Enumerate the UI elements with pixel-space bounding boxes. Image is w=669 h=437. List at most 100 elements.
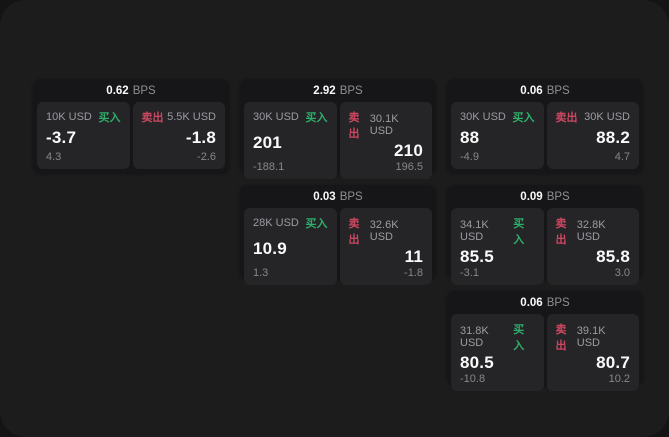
buy-quote-panel[interactable]: 30K USD 买入 88 -4.9 [451,102,544,169]
buy-notional: 30K USD [460,111,506,123]
sell-side-label: 卖出 [555,218,567,246]
sell-quote-panel[interactable]: 卖出 5.5K USD -1.8 -2.6 [132,102,225,169]
buy-notional: 28K USD [253,217,299,229]
buy-price: 10.9 [253,239,287,258]
buy-notional: 31.8K USD [460,325,489,349]
sell-quote-panel[interactable]: 卖出 32.8K USD 85.8 3.0 [546,208,639,285]
quote-card: 0.06 BPS 30K USD 买入 88 -4.9 卖出 30K USD [447,79,643,173]
panel-top-row: 30K USD 买入 [253,109,328,125]
buy-notional: 34.1K USD [460,219,489,243]
sell-notional: 5.5K USD [167,111,216,123]
buy-side-label: 买入 [305,218,328,230]
card-body: 10K USD 买入 -3.7 4.3 卖出 5.5K USD -1.8 -2.… [33,102,229,173]
sell-delta: -1.8 [404,267,423,279]
panel-top-row: 卖出 30K USD [556,109,631,125]
panel-top-row: 卖出 39.1K USD [556,321,631,353]
card-bps-header: 2.92 BPS [240,79,436,102]
buy-price: -3.7 [46,128,77,147]
buy-side-label: 买入 [512,112,535,124]
sell-notional: 32.6K USD [369,219,399,243]
buy-quote-panel[interactable]: 28K USD 买入 10.9 1.3 [244,208,337,285]
bps-unit-label: BPS [546,84,570,97]
sell-delta: 3.0 [614,267,630,279]
card-body: 31.8K USD 买入 80.5 -10.8 卖出 39.1K USD 80.… [447,314,643,395]
panel-top-row: 28K USD 买入 [253,215,328,231]
sell-notional: 30.1K USD [369,113,399,137]
quote-card: 0.09 BPS 34.1K USD 买入 85.5 -3.1 卖出 32.8K… [447,185,643,285]
card-bps-header: 0.06 BPS [447,79,643,102]
buy-delta: -10.8 [460,373,486,385]
bps-unit-label: BPS [339,190,363,203]
sell-quote-panel[interactable]: 卖出 30K USD 88.2 4.7 [546,102,639,169]
buy-quote-panel[interactable]: 10K USD 买入 -3.7 4.3 [37,102,130,169]
sell-price: 80.7 [596,353,630,372]
sell-delta: 10.2 [608,373,630,385]
panel-top-row: 31.8K USD 买入 [460,321,535,353]
panel-top-row: 卖出 32.8K USD [556,215,631,247]
card-bps-header: 0.03 BPS [240,185,436,208]
quote-card: 2.92 BPS 30K USD 买入 201 -188.1 卖出 30.1K … [240,79,436,179]
sell-notional: 39.1K USD [576,325,606,349]
bps-value: 2.92 [313,84,336,97]
sell-quote-panel[interactable]: 卖出 32.6K USD 11 -1.8 [339,208,432,285]
quote-grid: 0.62 BPS 10K USD 买入 -3.7 4.3 卖出 5.5K USD [33,79,643,391]
buy-notional: 10K USD [46,111,92,123]
card-body: 30K USD 买入 201 -188.1 卖出 30.1K USD 210 1… [240,102,436,183]
buy-price: 88 [460,128,480,147]
buy-delta: -4.9 [460,151,479,163]
quote-card: 0.03 BPS 28K USD 买入 10.9 1.3 卖出 32.6K US… [240,185,436,285]
sell-side-label: 卖出 [141,112,164,124]
sell-delta: 4.7 [614,151,630,163]
sell-quote-panel[interactable]: 卖出 39.1K USD 80.7 10.2 [546,314,639,391]
panel-top-row: 34.1K USD 买入 [460,215,535,247]
buy-quote-panel[interactable]: 30K USD 买入 201 -188.1 [244,102,337,179]
buy-delta: -188.1 [253,161,285,173]
sell-side-label: 卖出 [555,324,567,352]
card-bps-header: 0.62 BPS [33,79,229,102]
buy-price: 85.5 [460,247,494,266]
bps-unit-label: BPS [132,84,156,97]
card-bps-header: 0.09 BPS [447,185,643,208]
card-bps-header: 0.06 BPS [447,291,643,314]
buy-side-label: 买入 [98,112,121,124]
buy-price: 201 [253,133,282,152]
sell-price: 11 [404,247,423,266]
buy-side-label: 买入 [513,218,525,246]
buy-side-label: 买入 [305,112,328,124]
bps-unit-label: BPS [339,84,363,97]
buy-quote-panel[interactable]: 31.8K USD 买入 80.5 -10.8 [451,314,544,391]
sell-side-label: 卖出 [348,112,360,140]
sell-delta: -2.6 [197,151,216,163]
quote-card: 0.62 BPS 10K USD 买入 -3.7 4.3 卖出 5.5K USD [33,79,229,173]
bps-value: 0.62 [106,84,129,97]
sell-price: 210 [394,141,423,160]
card-body: 28K USD 买入 10.9 1.3 卖出 32.6K USD 11 -1.8 [240,208,436,289]
sell-side-label: 卖出 [348,218,360,246]
sell-side-label: 卖出 [555,112,578,124]
buy-price: 80.5 [460,353,494,372]
buy-delta: 1.3 [253,267,269,279]
sell-price: 85.8 [596,247,630,266]
bps-unit-label: BPS [546,296,570,309]
card-body: 34.1K USD 买入 85.5 -3.1 卖出 32.8K USD 85.8… [447,208,643,289]
bps-unit-label: BPS [546,190,570,203]
card-body: 30K USD 买入 88 -4.9 卖出 30K USD 88.2 4.7 [447,102,643,173]
sell-price: -1.8 [185,128,216,147]
sell-notional: 32.8K USD [576,219,606,243]
buy-delta: -3.1 [460,267,479,279]
panel-top-row: 10K USD 买入 [46,109,121,125]
bps-value: 0.06 [520,296,543,309]
sell-quote-panel[interactable]: 卖出 30.1K USD 210 196.5 [339,102,432,179]
bps-value: 0.06 [520,84,543,97]
sell-notional: 30K USD [584,111,630,123]
buy-quote-panel[interactable]: 34.1K USD 买入 85.5 -3.1 [451,208,544,285]
quote-card: 0.06 BPS 31.8K USD 买入 80.5 -10.8 卖出 39.1… [447,291,643,391]
buy-delta: 4.3 [46,151,62,163]
buy-side-label: 买入 [513,324,525,352]
panel-top-row: 卖出 32.6K USD [349,215,424,247]
panel-top-row: 30K USD 买入 [460,109,535,125]
bps-value: 0.03 [313,190,336,203]
buy-notional: 30K USD [253,111,299,123]
bps-value: 0.09 [520,190,543,203]
